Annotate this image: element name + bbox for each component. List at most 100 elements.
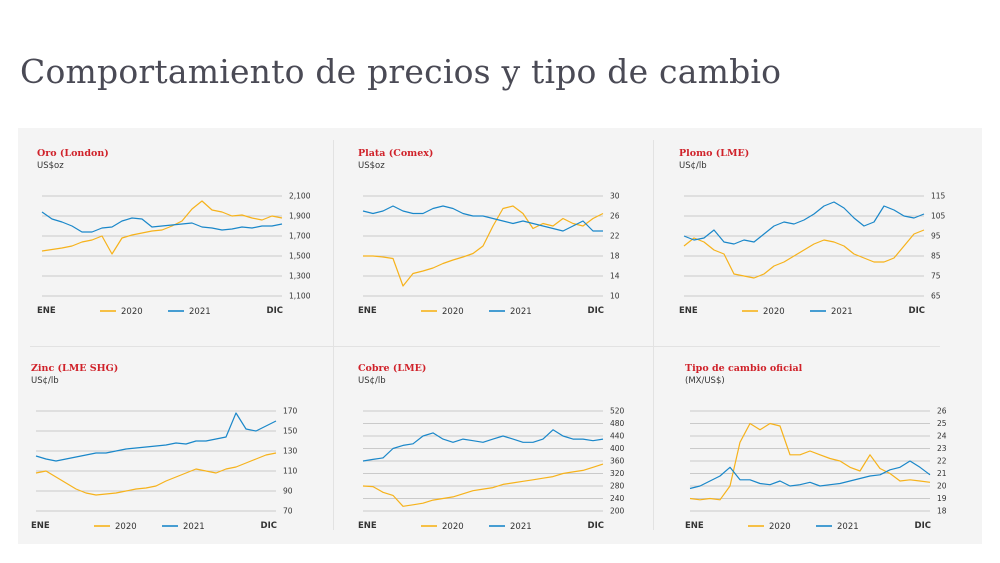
y-tick-label: 320 [610,469,625,478]
y-tick-label: 23 [937,444,947,453]
y-tick-label: 1,500 [289,252,311,261]
x-axis-end-label: DIC [261,521,277,531]
series-line-2021 [35,412,277,462]
legend-label: 2021 [831,307,853,317]
series-line-2020 [363,205,604,287]
series-line-2021 [362,429,604,462]
y-tick-label: 170 [283,407,298,416]
series-line-2021 [689,460,931,490]
column-divider-1 [333,140,334,530]
x-axis-start-label: ENE [37,306,56,316]
chart-svg: 170 150 130 110 90 70 ENE DIC 2020 2021 [31,407,298,532]
page-title: Comportamiento de precios y tipo de camb… [20,52,782,91]
chart-title: Plata (Comex) [358,148,434,159]
y-tick-label: 26 [937,407,947,416]
chart-svg: 26 25 24 23 22 21 20 19 18 ENE DIC 2020 2021 [685,407,947,532]
x-axis-start-label: ENE [358,306,377,316]
legend-label: 2021 [183,522,205,532]
y-tick-label: 130 [283,447,298,456]
series-line-2020 [41,200,283,255]
chart-svg: 520 480 440 400 360 320 280 240 200 ENE DIC 2020 202… [358,407,625,532]
chart-unit: US¢/lb [358,376,386,386]
y-tick-label: 10 [610,292,620,301]
x-axis-start-label: ENE [679,306,698,316]
column-divider-2 [653,140,654,530]
chart-unit: US¢/lb [679,161,707,171]
legend-label: 2020 [442,522,464,532]
series-line-2021 [41,211,283,233]
y-tick-label: 2,100 [289,192,311,201]
y-tick-label: 85 [931,252,941,261]
y-tick-label: 200 [610,507,625,516]
x-axis-end-label: DIC [909,306,925,316]
series-line-2021 [362,205,603,232]
x-axis-end-label: DIC [588,306,604,316]
y-tick-label: 22 [610,232,620,241]
row-divider [30,346,940,347]
legend-label: 2021 [510,307,532,317]
y-tick-label: 26 [610,212,620,221]
y-tick-label: 18 [937,507,947,516]
y-tick-label: 1,900 [289,212,311,221]
x-axis-end-label: DIC [915,521,931,531]
y-tick-label: 440 [610,432,625,441]
y-tick-label: 105 [931,212,946,221]
chart-title: Zinc (LME SHG) [31,363,119,374]
y-tick-label: 70 [283,507,293,516]
chart-svg: 30 26 22 18 14 10 ENE DIC 2020 2021 [358,192,620,317]
legend-label: 2021 [189,307,211,317]
y-tick-label: 480 [610,419,625,428]
y-tick-label: 110 [283,467,298,476]
x-axis-end-label: DIC [588,521,604,531]
y-tick-label: 25 [937,419,947,428]
legend-label: 2020 [769,522,791,532]
y-tick-label: 65 [931,292,941,301]
y-tick-label: 95 [931,232,941,241]
chart-svg: 115 105 95 85 75 65 ENE DIC 2020 2021 [679,192,946,317]
y-tick-label: 24 [937,432,947,441]
chart-unit: (MX/US$) [685,376,725,386]
series-line-2020 [683,229,925,279]
y-tick-label: 30 [610,192,620,201]
chart-svg: 2,100 1,900 1,700 1,500 1,300 1,100 ENE DIC 2020… [37,192,311,317]
y-tick-label: 21 [937,469,947,478]
x-axis-end-label: DIC [267,306,283,316]
y-tick-label: 90 [283,487,293,496]
x-axis-start-label: ENE [358,521,377,531]
series-line-2020 [689,422,931,501]
chart-unit: US$oz [358,161,385,171]
series-line-2020 [35,452,277,496]
legend-label: 2020 [763,307,785,317]
y-tick-label: 1,700 [289,232,311,241]
charts-panel [18,128,982,544]
y-tick-label: 240 [610,494,625,503]
chart-title: Oro (London) [37,148,109,159]
chart-title: Tipo de cambio oficial [685,363,803,374]
y-tick-label: 150 [283,427,298,436]
y-tick-label: 20 [937,482,947,491]
chart-title: Cobre (LME) [358,363,427,374]
y-tick-label: 520 [610,407,625,416]
y-tick-label: 400 [610,444,625,453]
y-tick-label: 360 [610,457,625,466]
chart-unit: US$oz [37,161,64,171]
y-tick-label: 1,100 [289,292,311,301]
y-tick-label: 14 [610,272,620,281]
legend-label: 2020 [121,307,143,317]
series-line-2021 [683,201,925,245]
legend-label: 2021 [837,522,859,532]
y-tick-label: 19 [937,494,947,503]
legend-label: 2020 [442,307,464,317]
chart-unit: US¢/lb [31,376,59,386]
legend-label: 2021 [510,522,532,532]
x-axis-start-label: ENE [685,521,704,531]
y-tick-label: 280 [610,482,625,491]
series-line-2020 [362,463,604,507]
y-tick-label: 115 [931,192,946,201]
y-tick-label: 1,300 [289,272,311,281]
chart-title: Plomo (LME) [679,148,750,159]
legend-label: 2020 [115,522,137,532]
y-tick-label: 22 [937,457,947,466]
y-tick-label: 75 [931,272,941,281]
x-axis-start-label: ENE [31,521,50,531]
